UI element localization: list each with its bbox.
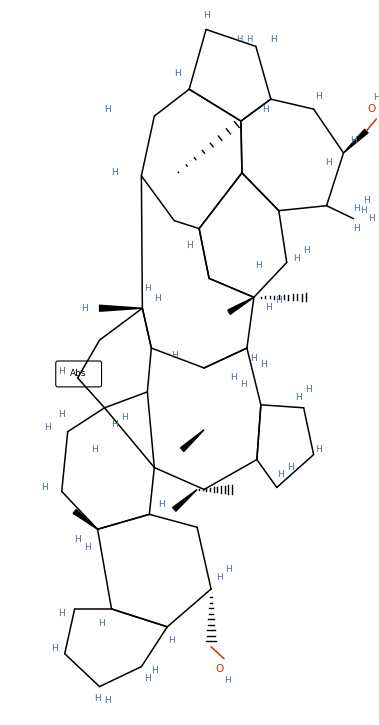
Text: H: H — [353, 224, 360, 233]
Polygon shape — [228, 297, 254, 315]
Text: H: H — [251, 354, 257, 362]
Text: H: H — [226, 565, 232, 573]
Text: H: H — [271, 35, 277, 44]
Text: H: H — [262, 104, 269, 114]
Text: H: H — [325, 158, 332, 167]
Text: H: H — [84, 543, 91, 552]
Text: H: H — [98, 619, 105, 629]
Text: H: H — [74, 535, 81, 544]
Text: H: H — [144, 674, 151, 683]
Text: H: H — [158, 500, 164, 509]
Text: H: H — [58, 410, 65, 419]
Text: H: H — [168, 637, 175, 645]
Text: H: H — [255, 261, 262, 270]
Polygon shape — [100, 305, 143, 311]
Text: H: H — [174, 69, 181, 78]
Text: H: H — [186, 241, 193, 250]
Text: H: H — [360, 206, 367, 215]
Polygon shape — [172, 489, 197, 511]
FancyBboxPatch shape — [56, 361, 102, 387]
Text: H: H — [236, 35, 242, 44]
Text: H: H — [111, 168, 118, 178]
Text: H: H — [230, 373, 237, 382]
Text: H: H — [315, 91, 322, 101]
Text: H: H — [260, 360, 267, 370]
Text: H: H — [293, 254, 300, 263]
Text: H: H — [241, 381, 247, 389]
Text: H: H — [81, 304, 88, 312]
Text: H: H — [203, 11, 210, 20]
Text: H: H — [265, 303, 272, 312]
Text: H: H — [350, 136, 357, 146]
Text: H: H — [363, 196, 370, 205]
Polygon shape — [73, 510, 97, 529]
Text: H: H — [44, 423, 51, 432]
Text: H: H — [224, 676, 230, 685]
Text: H: H — [287, 463, 294, 472]
Text: H: H — [171, 350, 178, 360]
Text: H: H — [353, 204, 360, 213]
Text: H: H — [368, 214, 375, 223]
Polygon shape — [343, 129, 368, 153]
Text: H: H — [121, 413, 128, 422]
Text: H: H — [154, 294, 161, 303]
Text: H: H — [94, 694, 101, 703]
Text: H: H — [104, 104, 111, 114]
Text: H: H — [277, 470, 284, 479]
Text: H: H — [58, 610, 65, 618]
Text: H: H — [373, 93, 379, 102]
Text: H: H — [216, 573, 222, 581]
Text: H: H — [295, 394, 302, 402]
Text: H: H — [144, 283, 151, 293]
Text: H: H — [52, 645, 58, 653]
Text: H: H — [91, 445, 98, 454]
Text: H: H — [303, 246, 310, 255]
Text: H: H — [315, 445, 322, 454]
Text: H: H — [104, 696, 111, 705]
Text: H: H — [305, 386, 312, 394]
Text: H: H — [276, 296, 282, 304]
Text: Abs: Abs — [70, 370, 87, 378]
Text: O: O — [367, 104, 376, 114]
Text: H: H — [151, 666, 158, 675]
Text: O: O — [215, 663, 223, 674]
Text: H: H — [111, 420, 118, 429]
Polygon shape — [180, 430, 204, 452]
Text: H: H — [58, 368, 65, 376]
Text: H: H — [41, 483, 48, 492]
Text: H: H — [246, 35, 252, 44]
